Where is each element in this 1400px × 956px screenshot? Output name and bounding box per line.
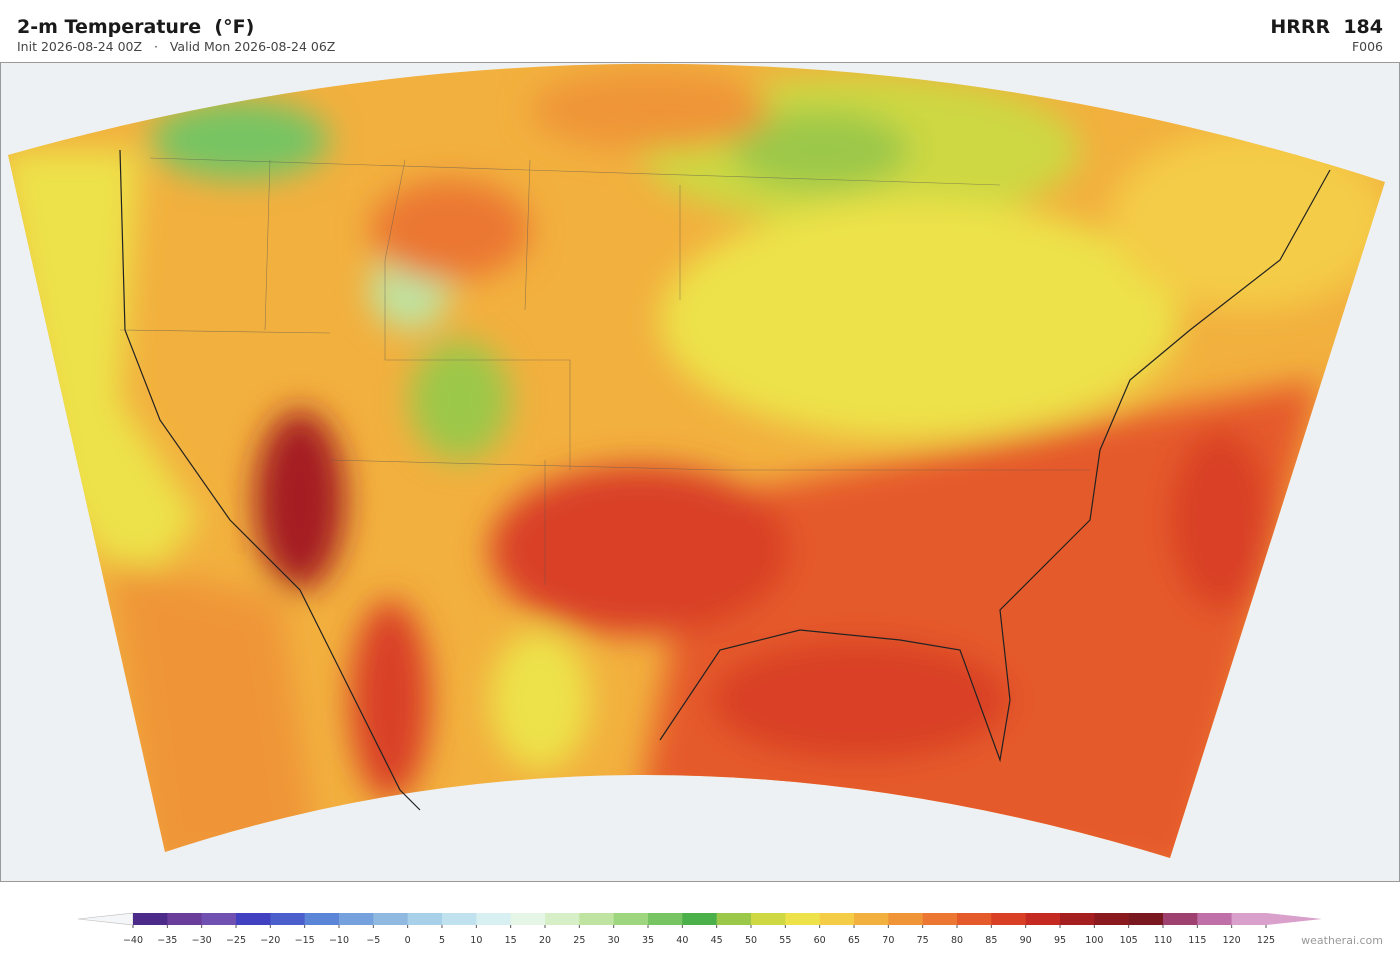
colorbar-tick-label: 55 (779, 935, 791, 946)
colorbar-segment (1094, 913, 1129, 925)
colorbar-tick-label: 50 (745, 935, 757, 946)
colorbar-tick-label: −35 (157, 935, 177, 946)
colorbar-tick-label: −30 (192, 935, 212, 946)
colorbar-tick-label: 110 (1154, 935, 1172, 946)
colorbar-tick-label: 75 (917, 935, 929, 946)
colorbar-tick-label: 60 (814, 935, 826, 946)
colorbar-segment (957, 913, 992, 925)
temperature-field (8, 63, 1385, 859)
colorbar-segment (613, 913, 649, 925)
colorbar-segment (1163, 913, 1198, 925)
colorbar-tick-label: 65 (848, 935, 860, 946)
colorbar-segment (167, 913, 202, 925)
colorbar-segment (1197, 913, 1232, 925)
forecast-hour: F006 (1351, 39, 1383, 54)
colorbar-segment (716, 913, 752, 925)
colorbar-tick-label: 40 (676, 935, 688, 946)
colorbar-tick-label: 45 (711, 935, 723, 946)
colorbar-segment (1060, 913, 1095, 925)
colorbar-tick-label: 30 (608, 935, 620, 946)
colorbar-segment (236, 913, 271, 925)
colorbar-under (77, 912, 134, 926)
colorbar-segment (751, 913, 786, 925)
watermark: weatherai.com (1301, 934, 1383, 947)
colorbar-segment (819, 913, 855, 925)
colorbar-tick-label: 80 (951, 935, 963, 946)
colorbar-segment (1025, 913, 1061, 925)
colorbar-segment (1231, 913, 1267, 925)
colorbar-segment (922, 913, 958, 925)
colorbar-segment (201, 913, 237, 925)
colorbar-segment (682, 913, 717, 925)
subtitle: Init 2026-08-24 00Z · Valid Mon 2026-08-… (17, 39, 336, 54)
colorbar-segment (648, 913, 683, 925)
colorbar-segment (339, 913, 374, 925)
colorbar-tick-label: 115 (1188, 935, 1206, 946)
title: 2-m Temperature (°F) (17, 16, 255, 38)
colorbar-tick-label: −25 (226, 935, 246, 946)
colorbar-segment (270, 913, 305, 925)
colorbar-over (1266, 913, 1322, 925)
colorbar-tick-label: −20 (260, 935, 280, 946)
colorbar-tick-label: 100 (1085, 935, 1103, 946)
colorbar-segment (545, 913, 580, 925)
colorbar-tick-label: 15 (505, 935, 517, 946)
colorbar-segment (888, 913, 923, 925)
colorbar-tick-label: 120 (1223, 935, 1241, 946)
colorbar-tick-label: 25 (573, 935, 585, 946)
colorbar-tick-label: −5 (366, 935, 380, 946)
model-label: HRRR 184 (1270, 16, 1383, 38)
colorbar-segment (476, 913, 511, 925)
state-borders (119, 157, 1090, 585)
colorbar-tick-label: 85 (985, 935, 997, 946)
colorbar-segment (785, 913, 820, 925)
colorbar-segment (579, 913, 614, 925)
colorbar-segment (854, 913, 889, 925)
colorbar-segment (510, 913, 546, 925)
colorbar-tick-label: 10 (470, 935, 482, 946)
colorbar-segment (373, 913, 408, 925)
colorbar-tick-label: 125 (1257, 935, 1275, 946)
colorbar-tick-label: 35 (642, 935, 654, 946)
colorbar-segment (407, 913, 443, 925)
colorbar-tick-label: 70 (882, 935, 894, 946)
colorbar-tick-label: 20 (539, 935, 551, 946)
colorbar-segment (1128, 913, 1164, 925)
coastline (119, 149, 1331, 811)
colorbar-tick-label: −10 (329, 935, 349, 946)
colorbar-tick-label: −15 (295, 935, 315, 946)
colorbar-tick-label: 5 (439, 935, 445, 946)
colorbar-segment (133, 913, 168, 925)
colorbar-tick-label: 90 (1020, 935, 1032, 946)
colorbar-tick-label: 95 (1054, 935, 1066, 946)
colorbar-tick-label: 105 (1120, 935, 1138, 946)
colorbar-tick-label: −40 (123, 935, 143, 946)
colorbar-tick-label: 0 (405, 935, 411, 946)
colorbar-segment (991, 913, 1026, 925)
colorbar-segment (442, 913, 477, 925)
colorbar-segment (304, 913, 340, 925)
